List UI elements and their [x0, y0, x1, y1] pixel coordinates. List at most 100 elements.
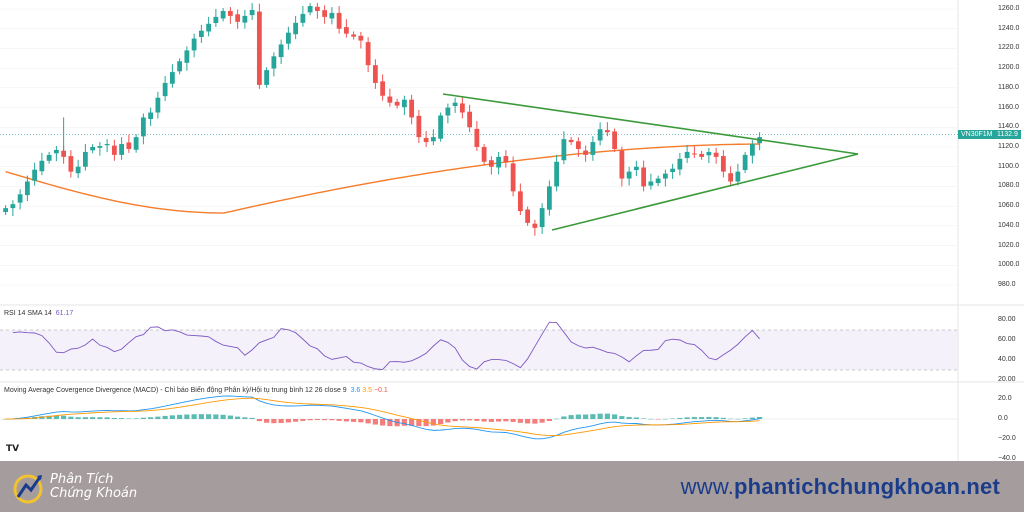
candle-body: [220, 10, 226, 19]
macd-histogram-bar: [235, 416, 241, 419]
macd-tick: 0.0: [998, 415, 1008, 422]
candle-body: [467, 111, 473, 128]
macd-histogram-bar: [242, 417, 248, 419]
price-tick: 1040.0: [998, 221, 1020, 229]
macd-histogram-bar: [633, 417, 639, 419]
candle-body: [699, 153, 705, 157]
rsi-title: RSI 14 SMA 14 61.17: [4, 310, 74, 317]
macd-histogram-bar: [162, 415, 168, 419]
macd-histogram-bar: [626, 417, 632, 419]
macd-histogram-bar: [387, 419, 393, 427]
tradingview-logo-icon: TV: [6, 444, 20, 454]
macd-histogram-bar: [322, 419, 328, 421]
macd-histogram-bar: [568, 415, 574, 419]
signal-value: 3.5: [362, 387, 372, 394]
candlesticks: [3, 2, 763, 236]
candle-body: [90, 147, 96, 151]
candle-body: [416, 115, 422, 138]
macd-histogram-bar: [365, 419, 371, 424]
candle-body: [75, 166, 81, 174]
price-tick: 1140.0: [998, 123, 1019, 131]
macd-histogram-bar: [380, 419, 386, 426]
price-chart[interactable]: [0, 0, 1024, 461]
macd-histogram-bar: [706, 416, 712, 419]
candle-body: [68, 156, 74, 172]
logo-line1: Phân Tích: [50, 472, 114, 487]
candle-body: [546, 186, 552, 210]
macd-histogram-bar: [481, 419, 487, 422]
candle-body: [293, 22, 299, 35]
macd-histogram-bar: [575, 414, 581, 419]
macd-histogram-bar: [459, 419, 465, 421]
macd-histogram-bar: [438, 419, 444, 425]
macd-histogram-bar: [503, 419, 509, 422]
candle-body: [169, 72, 175, 84]
candle-body: [191, 38, 197, 51]
macd-indicator: [0, 395, 958, 440]
price-tick: 1220.0: [998, 44, 1020, 52]
candle-body: [278, 44, 284, 58]
candle-body: [372, 65, 378, 83]
macd-histogram-bar: [517, 419, 523, 423]
candle-body: [162, 82, 168, 97]
candle-body: [430, 137, 436, 142]
macd-histogram-bar: [155, 416, 161, 419]
candle-body: [648, 181, 654, 186]
macd-histogram-bar: [264, 419, 270, 423]
macd-histogram-bar: [140, 417, 146, 419]
candle-body: [728, 173, 734, 182]
candle-body: [256, 11, 262, 85]
macd-histogram-bar: [561, 416, 567, 419]
candle-body: [735, 171, 741, 182]
macd-histogram-bar: [213, 414, 219, 419]
macd-histogram-bar: [641, 418, 647, 419]
macd-histogram-bar: [546, 419, 552, 421]
candle-body: [387, 96, 393, 103]
candle-body: [684, 151, 690, 159]
macd-histogram-bar: [314, 419, 320, 420]
macd-histogram-bar: [278, 419, 284, 424]
macd-histogram-bar: [256, 419, 262, 422]
macd-histogram-bar: [728, 418, 734, 420]
candle-body: [264, 70, 270, 85]
candle-body: [525, 209, 531, 223]
candle-body: [604, 130, 610, 133]
candle-body: [300, 13, 306, 23]
price-tick: 1180.0: [998, 83, 1019, 91]
macd-histogram-bar: [496, 419, 502, 422]
macd-histogram-bar: [3, 419, 9, 420]
candle-body: [691, 153, 697, 155]
site-url[interactable]: www.phantichchungkhoan.net: [681, 474, 1000, 500]
price-tick: 1120.0: [998, 143, 1019, 150]
candle-body: [510, 163, 516, 192]
candle-body: [235, 14, 241, 22]
site-name: phantichchungkhoan.net: [734, 474, 1000, 499]
macd-histogram-bar: [177, 414, 183, 419]
macd-histogram-bar: [307, 419, 313, 421]
candle-body: [177, 61, 183, 72]
candle-body: [749, 144, 755, 156]
candle-body: [17, 194, 23, 203]
macd-histogram-bar: [452, 419, 458, 422]
candle-body: [662, 173, 668, 179]
macd-histogram-bar: [742, 418, 748, 419]
macd-histogram-bar: [184, 414, 190, 419]
macd-histogram-bar: [539, 419, 545, 423]
candle-body: [365, 42, 371, 66]
candle-body: [720, 156, 726, 172]
macd-histogram-bar: [699, 417, 705, 419]
candle-body: [561, 139, 567, 161]
candle-body: [249, 9, 255, 16]
candle-body: [155, 97, 161, 113]
macd-histogram-bar: [467, 419, 473, 421]
rsi-line: [12, 321, 760, 371]
candle-body: [633, 166, 639, 171]
candle-body: [10, 204, 16, 209]
macd-histogram-bar: [670, 418, 676, 420]
macd-histogram-bar: [343, 419, 349, 422]
candle-body: [438, 115, 444, 139]
candle-body: [227, 10, 233, 16]
macd-histogram-bar: [554, 418, 560, 420]
macd-histogram-bar: [735, 418, 741, 420]
macd-histogram-bar: [68, 416, 74, 419]
